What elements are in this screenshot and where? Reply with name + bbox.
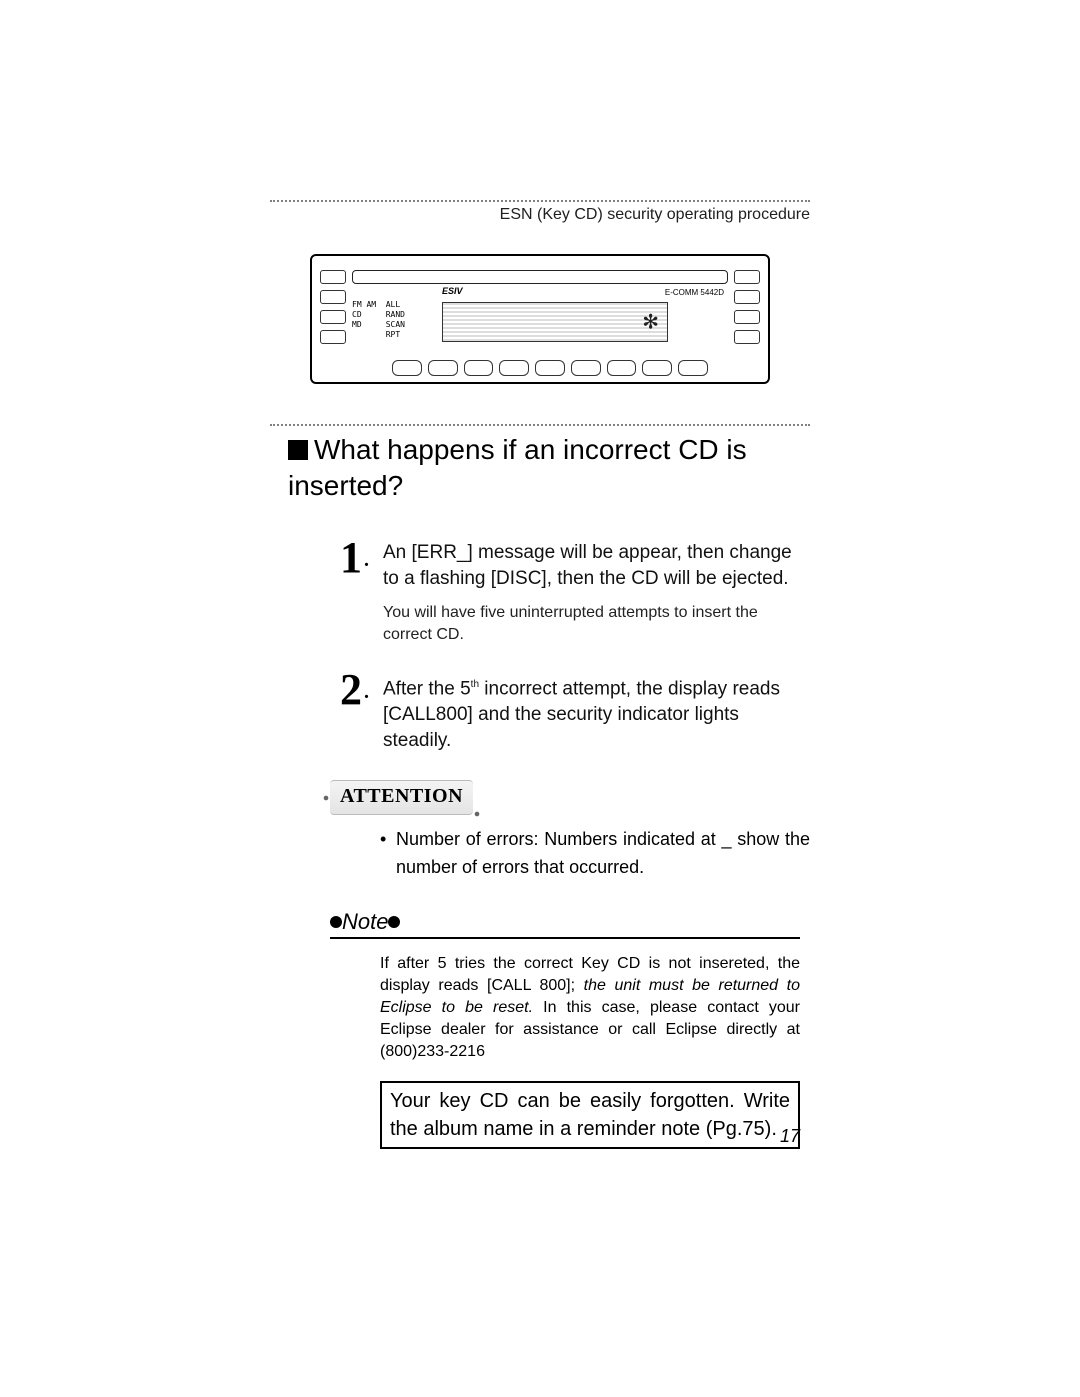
section-title-text: What happens if an incorrect CD is inser… xyxy=(288,434,747,501)
note-body: If after 5 tries the correct Key CD is n… xyxy=(380,953,800,1063)
header-separator xyxy=(270,200,810,202)
ordinal-superscript: th xyxy=(471,679,479,690)
preset-button xyxy=(428,360,458,376)
step-number-dot: . xyxy=(364,549,369,571)
device-button xyxy=(320,270,346,284)
note-label: Note xyxy=(342,909,388,934)
page-number: 17 xyxy=(780,1126,800,1147)
step-number: 2. xyxy=(340,672,369,754)
section-heading: What happens if an incorrect CD is inser… xyxy=(270,432,810,504)
device-button xyxy=(320,310,346,324)
steps-list: 1. An [ERR_] message will be appear, the… xyxy=(340,540,810,754)
step-text: After the 5th incorrect attempt, the dis… xyxy=(383,672,810,754)
panel-mode-labels: FM AM ALL CD RAND MD SCAN RPT xyxy=(352,300,438,340)
snowflake-icon: ✻ xyxy=(642,310,659,335)
step-text-part: After the 5 xyxy=(383,678,471,699)
step-item: 1. An [ERR_] message will be appear, the… xyxy=(340,540,810,646)
device-brand: E-COMM 5442D xyxy=(665,288,724,297)
square-bullet-icon xyxy=(288,440,308,460)
cd-slot xyxy=(352,270,728,284)
attention-list: Number of errors: Numbers indicated at _… xyxy=(380,825,810,881)
page-header: ESN (Key CD) security operating procedur… xyxy=(270,206,810,224)
device-lcd: ✻ xyxy=(442,302,668,342)
section-separator xyxy=(270,424,810,426)
note-heading: Note xyxy=(330,909,800,939)
attention-badge: ATTENTION xyxy=(330,780,473,815)
preset-button xyxy=(499,360,529,376)
preset-button xyxy=(642,360,672,376)
esiv-logo: ESIV xyxy=(442,286,463,296)
attention-item: Number of errors: Numbers indicated at _… xyxy=(380,825,810,881)
preset-row xyxy=(392,360,708,376)
device-button xyxy=(734,290,760,304)
device-button xyxy=(734,330,760,344)
preset-button xyxy=(392,360,422,376)
reminder-box: Your key CD can be easily forgotten. Wri… xyxy=(380,1081,800,1149)
step-number-dot: . xyxy=(364,681,369,703)
step-item: 2. After the 5th incorrect attempt, the … xyxy=(340,672,810,754)
step-number-value: 2 xyxy=(340,665,362,714)
preset-button xyxy=(678,360,708,376)
step-subtext: You will have five uninterrupted attempt… xyxy=(383,602,810,646)
preset-button xyxy=(464,360,494,376)
round-bullet-icon xyxy=(388,916,400,928)
step-text: An [ERR_] message will be appear, then c… xyxy=(383,540,810,592)
preset-button xyxy=(607,360,637,376)
device-button xyxy=(320,330,346,344)
preset-button xyxy=(535,360,565,376)
step-number: 1. xyxy=(340,540,369,646)
attention-row: ATTENTION xyxy=(330,780,810,815)
step-number-value: 1 xyxy=(340,533,362,582)
device-illustration: FM AM ALL CD RAND MD SCAN RPT ESIV E-COM… xyxy=(310,254,770,384)
device-button xyxy=(734,310,760,324)
preset-button xyxy=(571,360,601,376)
round-bullet-icon xyxy=(330,916,342,928)
device-panel: FM AM ALL CD RAND MD SCAN RPT ESIV E-COM… xyxy=(352,296,728,348)
device-button xyxy=(320,290,346,304)
device-button xyxy=(734,270,760,284)
